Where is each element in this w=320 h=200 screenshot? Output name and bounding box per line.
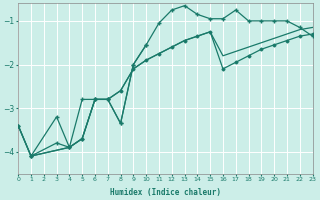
X-axis label: Humidex (Indice chaleur): Humidex (Indice chaleur) [110, 188, 221, 197]
